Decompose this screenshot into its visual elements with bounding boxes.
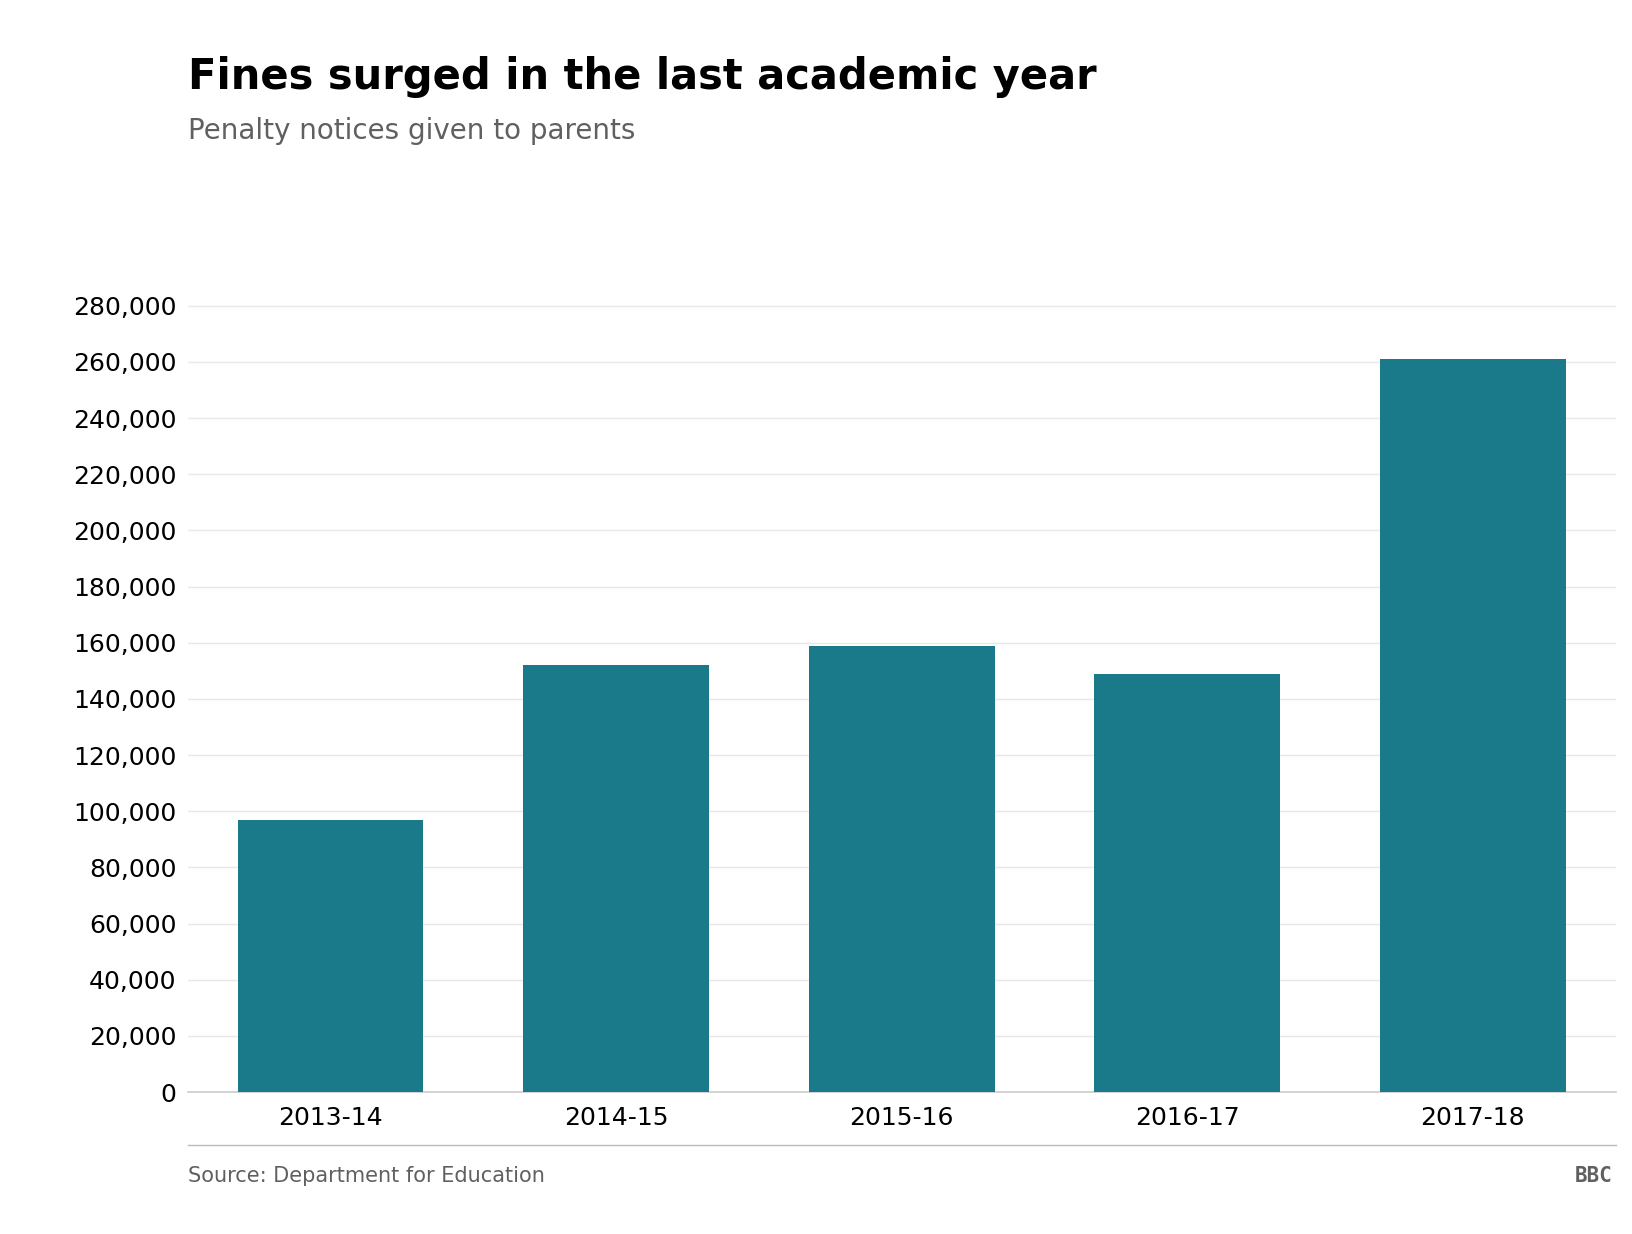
Bar — [1381, 359, 1565, 1092]
Text: Source: Department for Education: Source: Department for Education — [188, 1166, 545, 1186]
Text: Fines surged in the last academic year: Fines surged in the last academic year — [188, 56, 1097, 97]
Bar — [524, 665, 708, 1092]
Bar — [238, 819, 423, 1092]
Bar — [809, 645, 994, 1092]
Text: BBC: BBC — [1575, 1166, 1612, 1186]
Text: Penalty notices given to parents: Penalty notices given to parents — [188, 117, 635, 146]
Bar — [1095, 674, 1279, 1092]
